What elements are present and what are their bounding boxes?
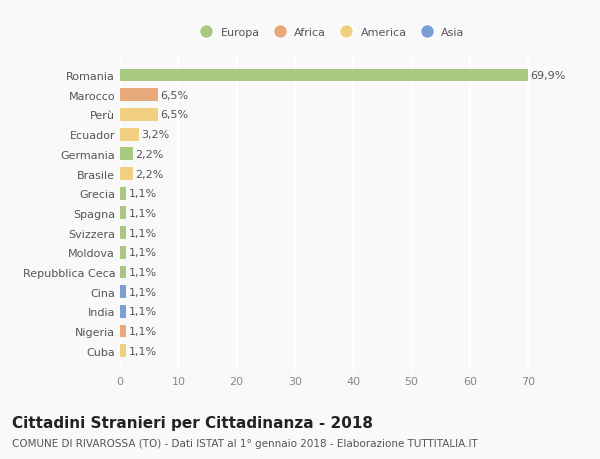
Bar (120, 168, 133, 180)
Text: 1,1%: 1,1% (129, 268, 157, 277)
Bar (120, 148, 133, 161)
Bar (120, 285, 127, 298)
Text: 1,1%: 1,1% (129, 248, 157, 258)
Bar (120, 187, 127, 200)
Bar (120, 325, 127, 338)
Text: 1,1%: 1,1% (129, 346, 157, 356)
Bar (120, 109, 158, 122)
Text: 1,1%: 1,1% (129, 326, 157, 336)
Text: 6,5%: 6,5% (160, 110, 188, 120)
Text: 1,1%: 1,1% (129, 287, 157, 297)
Text: 3,2%: 3,2% (141, 130, 169, 140)
Text: 1,1%: 1,1% (129, 208, 157, 218)
Bar (120, 305, 127, 318)
Bar (120, 89, 158, 102)
Bar (120, 227, 127, 240)
Bar (120, 266, 127, 279)
Text: 1,1%: 1,1% (129, 228, 157, 238)
Bar (120, 345, 127, 358)
Bar (120, 246, 127, 259)
Bar (120, 129, 139, 141)
Text: Cittadini Stranieri per Cittadinanza - 2018: Cittadini Stranieri per Cittadinanza - 2… (12, 415, 373, 431)
Text: 2,2%: 2,2% (135, 169, 164, 179)
Bar (120, 69, 528, 82)
Text: 1,1%: 1,1% (129, 189, 157, 199)
Legend: Europa, Africa, America, Asia: Europa, Africa, America, Asia (193, 26, 467, 40)
Text: 6,5%: 6,5% (160, 90, 188, 101)
Text: 2,2%: 2,2% (135, 150, 164, 159)
Bar (120, 207, 127, 220)
Text: 1,1%: 1,1% (129, 307, 157, 317)
Text: 69,9%: 69,9% (530, 71, 565, 81)
Text: COMUNE DI RIVAROSSA (TO) - Dati ISTAT al 1° gennaio 2018 - Elaborazione TUTTITAL: COMUNE DI RIVAROSSA (TO) - Dati ISTAT al… (12, 438, 478, 448)
